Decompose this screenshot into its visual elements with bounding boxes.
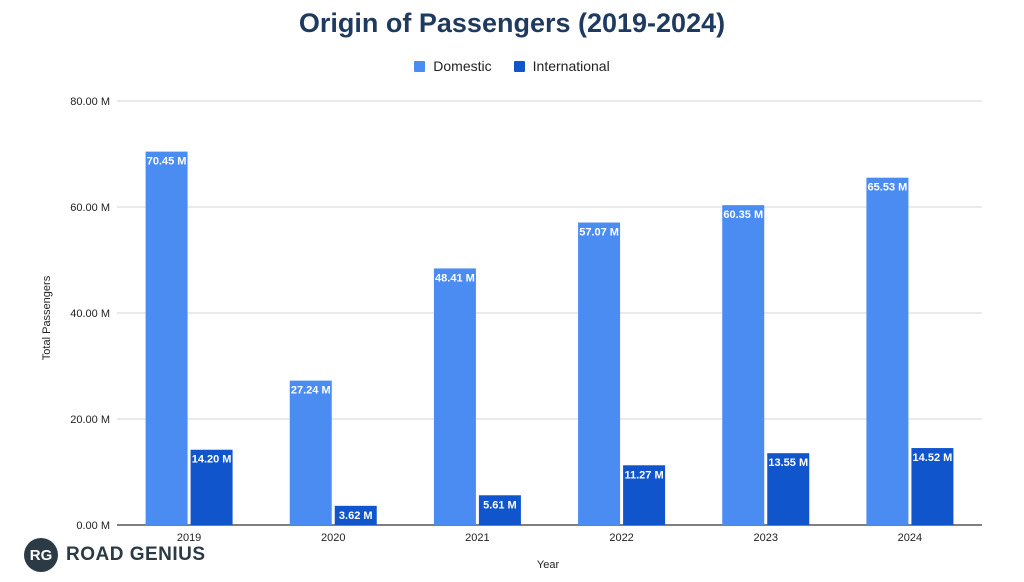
legend-swatch-international bbox=[513, 60, 525, 72]
bar-international-2021 bbox=[478, 495, 521, 525]
legend-label-international: International bbox=[532, 58, 610, 74]
y-axis-title: Total Passengers bbox=[41, 275, 53, 360]
data-label: 14.20 M bbox=[192, 454, 232, 466]
data-label: 14.52 M bbox=[913, 452, 953, 464]
bar-domestic-2021 bbox=[433, 268, 476, 525]
bar-international-2020 bbox=[334, 505, 377, 525]
data-label: 27.24 M bbox=[291, 385, 331, 397]
data-label: 57.07 M bbox=[579, 227, 619, 239]
bar-international-2024 bbox=[911, 448, 954, 525]
y-tick-label: 0.00 M bbox=[76, 520, 110, 532]
bar-domestic-2023 bbox=[722, 205, 765, 525]
y-axis-ticks: 0.00 M 20.00 M 40.00 M 60.00 M 80.00 M bbox=[70, 96, 110, 532]
data-labels: 70.45 M 14.20 M 27.24 M 3.62 M 48.41 M 5.61 M… bbox=[147, 156, 953, 522]
y-tick-label: 20.00 M bbox=[70, 414, 110, 426]
data-label: 48.41 M bbox=[435, 272, 475, 284]
legend: Domestic International bbox=[0, 58, 1024, 74]
x-tick-label: 2024 bbox=[898, 532, 922, 544]
x-tick-label: 2021 bbox=[465, 532, 489, 544]
data-label: 65.53 M bbox=[868, 182, 908, 194]
legend-item-international: International bbox=[513, 58, 610, 74]
chart-title: Origin of Passengers (2019-2024) bbox=[298, 8, 726, 38]
y-tick-label: 80.00 M bbox=[70, 96, 110, 108]
bar-international-2019 bbox=[190, 449, 233, 525]
data-label: 3.62 M bbox=[339, 510, 373, 522]
y-tick-label: 40.00 M bbox=[70, 308, 110, 320]
bar-domestic-2022 bbox=[578, 222, 621, 526]
brand-logo: RG ROAD GENIUS bbox=[24, 538, 206, 572]
x-tick-label: 2020 bbox=[321, 532, 345, 544]
bar-international-2023 bbox=[767, 453, 810, 525]
logo-text: ROAD GENIUS bbox=[66, 544, 206, 565]
bar-domestic-2020 bbox=[289, 380, 332, 525]
data-label: 60.35 M bbox=[723, 209, 763, 221]
data-label: 5.61 M bbox=[483, 499, 517, 511]
bar-international-2022 bbox=[623, 465, 666, 525]
x-tick-label: 2019 bbox=[177, 532, 201, 544]
gridlines bbox=[117, 100, 982, 526]
logo-icon: RG bbox=[24, 538, 58, 572]
y-tick-label: 60.00 M bbox=[70, 202, 110, 214]
x-tick-label: 2022 bbox=[609, 532, 633, 544]
x-axis-title: Year bbox=[537, 559, 560, 571]
bar-domestic-2019 bbox=[145, 151, 188, 526]
legend-label-domestic: Domestic bbox=[433, 58, 492, 74]
bars bbox=[145, 151, 954, 526]
x-tick-label: 2023 bbox=[754, 532, 778, 544]
data-label: 11.27 M bbox=[625, 469, 664, 481]
x-axis-ticks: 2019 2020 2021 2022 2023 2024 bbox=[177, 532, 922, 544]
data-label: 13.55 M bbox=[768, 457, 808, 469]
bar-domestic-2024 bbox=[866, 177, 909, 526]
data-label: 70.45 M bbox=[147, 156, 187, 168]
legend-item-domestic: Domestic bbox=[414, 58, 492, 74]
legend-swatch-domestic bbox=[414, 60, 426, 72]
